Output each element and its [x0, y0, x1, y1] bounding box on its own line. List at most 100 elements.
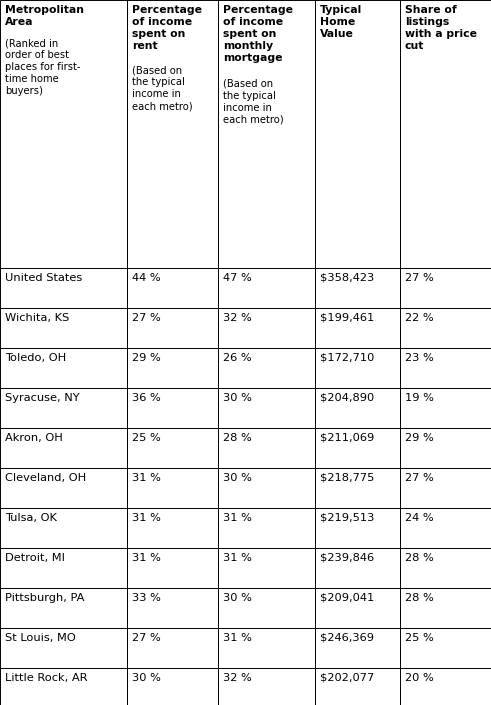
Bar	[0, 668, 127, 705]
Bar	[0, 468, 127, 508]
Bar	[127, 428, 218, 468]
Text: (Based on
the typical
income in
each metro): (Based on the typical income in each met…	[132, 65, 192, 111]
Bar	[0, 628, 127, 668]
Text: 22 %: 22 %	[405, 313, 434, 323]
Bar	[218, 388, 315, 428]
Bar	[127, 548, 218, 588]
Bar	[127, 268, 218, 308]
Text: (Based on
the typical
income in
each metro): (Based on the typical income in each met…	[223, 79, 284, 125]
Bar	[218, 308, 315, 348]
Text: 27 %: 27 %	[405, 273, 434, 283]
Text: 30 %: 30 %	[223, 593, 252, 603]
Text: 31 %: 31 %	[223, 553, 252, 563]
Text: 28 %: 28 %	[223, 433, 252, 443]
Bar	[400, 0, 491, 268]
Bar	[218, 628, 315, 668]
Bar	[0, 348, 127, 388]
Text: (Ranked in
order of best
places for first-
time home
buyers): (Ranked in order of best places for firs…	[5, 38, 81, 96]
Text: 32 %: 32 %	[223, 313, 252, 323]
Text: 33 %: 33 %	[132, 593, 161, 603]
Bar	[218, 428, 315, 468]
Bar	[127, 588, 218, 628]
Text: 24 %: 24 %	[405, 513, 434, 523]
Text: 27 %: 27 %	[132, 313, 161, 323]
Text: 29 %: 29 %	[405, 433, 434, 443]
Text: 19 %: 19 %	[405, 393, 434, 403]
Text: 31 %: 31 %	[223, 513, 252, 523]
Text: $358,423: $358,423	[320, 273, 374, 283]
Text: $211,069: $211,069	[320, 433, 374, 443]
Bar	[127, 508, 218, 548]
Bar	[400, 588, 491, 628]
Bar	[315, 428, 400, 468]
Bar	[315, 468, 400, 508]
Text: 31 %: 31 %	[132, 513, 161, 523]
Text: 26 %: 26 %	[223, 353, 251, 363]
Text: United States: United States	[5, 273, 82, 283]
Text: $172,710: $172,710	[320, 353, 374, 363]
Text: 27 %: 27 %	[405, 473, 434, 483]
Text: Wichita, KS: Wichita, KS	[5, 313, 69, 323]
Bar	[400, 268, 491, 308]
Bar	[0, 388, 127, 428]
Text: 31 %: 31 %	[223, 633, 252, 643]
Bar	[0, 548, 127, 588]
Bar	[315, 628, 400, 668]
Text: Percentage
of income
spent on
rent: Percentage of income spent on rent	[132, 5, 202, 51]
Bar	[218, 668, 315, 705]
Bar	[218, 548, 315, 588]
Text: Akron, OH: Akron, OH	[5, 433, 63, 443]
Text: 23 %: 23 %	[405, 353, 434, 363]
Bar	[0, 268, 127, 308]
Text: Pittsburgh, PA: Pittsburgh, PA	[5, 593, 84, 603]
Text: $202,077: $202,077	[320, 673, 374, 683]
Bar	[218, 508, 315, 548]
Bar	[127, 0, 218, 268]
Text: Metropolitan
Area: Metropolitan Area	[5, 5, 84, 27]
Text: $219,513: $219,513	[320, 513, 374, 523]
Text: 31 %: 31 %	[132, 553, 161, 563]
Text: 32 %: 32 %	[223, 673, 252, 683]
Bar	[315, 0, 400, 268]
Bar	[127, 388, 218, 428]
Bar	[315, 668, 400, 705]
Bar	[0, 588, 127, 628]
Text: 44 %: 44 %	[132, 273, 161, 283]
Text: 31 %: 31 %	[132, 473, 161, 483]
Bar	[400, 668, 491, 705]
Bar	[400, 388, 491, 428]
Text: Typical
Home
Value: Typical Home Value	[320, 5, 362, 39]
Text: 30 %: 30 %	[132, 673, 161, 683]
Bar	[315, 388, 400, 428]
Bar	[400, 468, 491, 508]
Text: 25 %: 25 %	[405, 633, 434, 643]
Bar	[0, 0, 127, 268]
Text: Percentage
of income
spent on
monthly
mortgage: Percentage of income spent on monthly mo…	[223, 5, 293, 63]
Text: 28 %: 28 %	[405, 593, 434, 603]
Text: St Louis, MO: St Louis, MO	[5, 633, 76, 643]
Text: $209,041: $209,041	[320, 593, 374, 603]
Bar	[218, 0, 315, 268]
Text: 36 %: 36 %	[132, 393, 161, 403]
Bar	[400, 508, 491, 548]
Text: 47 %: 47 %	[223, 273, 252, 283]
Bar	[400, 348, 491, 388]
Text: 20 %: 20 %	[405, 673, 434, 683]
Text: Toledo, OH: Toledo, OH	[5, 353, 66, 363]
Bar	[400, 628, 491, 668]
Bar	[315, 268, 400, 308]
Text: $218,775: $218,775	[320, 473, 374, 483]
Bar	[218, 268, 315, 308]
Text: 27 %: 27 %	[132, 633, 161, 643]
Text: 29 %: 29 %	[132, 353, 161, 363]
Bar	[127, 668, 218, 705]
Bar	[315, 548, 400, 588]
Bar	[315, 508, 400, 548]
Text: Little Rock, AR: Little Rock, AR	[5, 673, 87, 683]
Text: 30 %: 30 %	[223, 393, 252, 403]
Bar	[315, 308, 400, 348]
Text: $239,846: $239,846	[320, 553, 374, 563]
Bar	[127, 308, 218, 348]
Bar	[315, 348, 400, 388]
Bar	[218, 468, 315, 508]
